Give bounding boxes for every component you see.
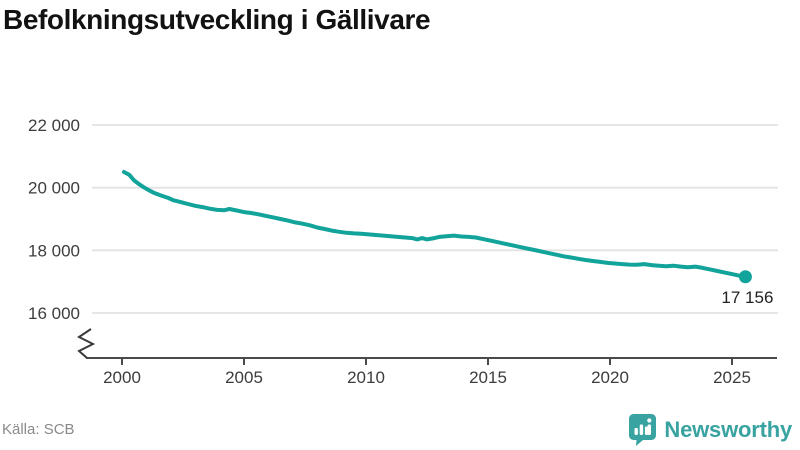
last-value-dot: [738, 270, 752, 284]
y-tick-label-22000: 22 000: [28, 116, 80, 135]
population-line-chart: 22 000 20 000 18 000 16 000 2000 2005 2010 2015…: [28, 116, 778, 387]
chart-title: Befolkningsutveckling i Gällivare: [3, 4, 431, 35]
population-line: [122, 170, 748, 279]
x-tick-label-2000: 2000: [103, 368, 141, 387]
newsworthy-logo-icon: [629, 414, 657, 446]
x-tick-label-2015: 2015: [469, 368, 507, 387]
last-value-label: 17 156: [721, 288, 773, 307]
y-tick-label-18000: 18 000: [28, 241, 80, 260]
x-tick-label-2025: 2025: [713, 368, 751, 387]
newsworthy-logo[interactable]: Newsworthy: [628, 413, 792, 446]
y-axis-break-icon: [77, 328, 96, 359]
x-tick-label-2005: 2005: [225, 368, 263, 387]
y-tick-label-20000: 20 000: [28, 179, 80, 198]
x-tick-label-2020: 2020: [591, 368, 629, 387]
source-label: Källa: SCB: [2, 421, 75, 438]
x-tick-label-2010: 2010: [347, 368, 385, 387]
y-tick-label-16000: 16 000: [28, 304, 80, 323]
newsworthy-logo-text: Newsworthy: [664, 416, 792, 442]
